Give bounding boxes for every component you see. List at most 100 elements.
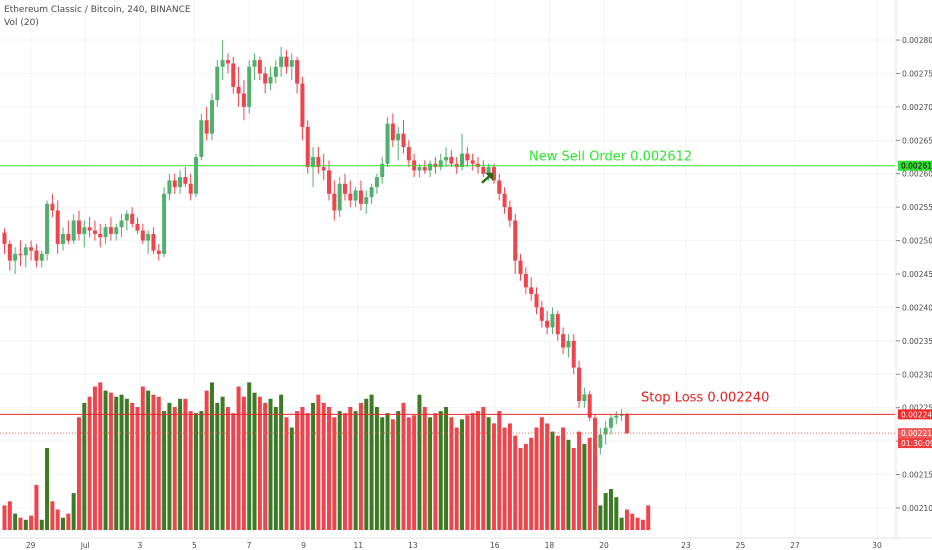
price-tag-label: 0.002240 — [901, 410, 932, 419]
countdown-tag — [898, 438, 932, 449]
candle-body — [119, 220, 124, 228]
volume-bar — [61, 517, 66, 530]
volume-bar — [534, 427, 539, 530]
volume-bar — [428, 417, 433, 530]
volume-bar — [529, 437, 534, 530]
candle-body — [247, 66, 252, 107]
candle-body — [311, 157, 316, 168]
candle-body — [406, 147, 411, 161]
price-tag — [898, 160, 932, 171]
candle-body — [114, 227, 119, 234]
candle-body — [534, 294, 539, 308]
volume-bar — [236, 386, 241, 530]
x-tick-label: 25 — [736, 541, 746, 550]
volume-bar — [50, 501, 55, 530]
candle-body — [178, 177, 183, 188]
volume-bar — [231, 413, 236, 530]
candle-body — [507, 207, 512, 221]
volume-bar — [34, 484, 39, 530]
candle-body — [566, 340, 571, 348]
level-lines: New Sell Order 0.002612 Stop Loss 0.00224… — [0, 150, 895, 434]
candle-body — [66, 233, 71, 241]
candle-body — [39, 253, 44, 261]
volume-bar — [539, 417, 544, 530]
volume-bar — [401, 402, 406, 530]
volume-bar — [438, 411, 443, 530]
candle-body — [268, 76, 273, 84]
candle-body — [34, 250, 39, 261]
candle-body — [124, 213, 129, 221]
volume-bar — [194, 413, 199, 530]
candle-body — [523, 274, 528, 288]
volume-bar — [380, 417, 385, 530]
volume-bar — [523, 443, 528, 530]
volume-bar — [465, 415, 470, 530]
candle-body — [108, 227, 113, 234]
volume-bar — [29, 515, 34, 530]
candle-body — [337, 183, 342, 211]
volume-bar — [311, 402, 316, 530]
volume-bar — [39, 519, 44, 530]
candle-body — [225, 60, 230, 64]
candle-body — [263, 73, 268, 84]
volume-bar — [353, 411, 358, 530]
candle-body — [624, 414, 629, 434]
volume-bar — [98, 382, 103, 530]
candle-body — [295, 60, 300, 84]
candle-body — [98, 233, 103, 238]
candle-body — [342, 183, 347, 194]
volume-bar — [178, 398, 183, 530]
volume-bar — [140, 386, 145, 530]
candle-body — [209, 100, 214, 134]
volume-bar — [486, 417, 491, 530]
volume-bar — [475, 411, 480, 530]
volume-bar — [7, 501, 12, 530]
x-tick-label: 3 — [137, 541, 142, 550]
volume-bar — [337, 411, 342, 530]
candle-body — [353, 190, 358, 201]
volume-bar — [87, 396, 92, 530]
candle-body — [29, 247, 34, 251]
candle-body — [172, 180, 177, 188]
price-tag-label: 0.002212 — [901, 429, 932, 438]
legend-volume: Vol (20) — [4, 18, 39, 28]
volume-bar — [130, 402, 135, 530]
volume-bar — [257, 396, 262, 530]
candle-body — [561, 334, 566, 348]
candle-body — [358, 190, 363, 204]
candle-body — [50, 203, 55, 211]
volume-bar — [188, 411, 193, 530]
candle-body — [481, 167, 486, 174]
candle-body — [438, 160, 443, 168]
volume-bar — [263, 402, 268, 530]
candle-body — [257, 60, 262, 74]
volume-bar — [82, 402, 87, 530]
x-tick-label: 20 — [599, 541, 609, 550]
candle-body — [593, 417, 598, 448]
candle-body — [231, 63, 236, 87]
candle-body — [45, 203, 50, 254]
volume-bar — [444, 407, 449, 530]
volume-bar — [624, 509, 629, 530]
candle-body — [273, 66, 278, 77]
candle-body — [529, 287, 534, 295]
volume-bar — [603, 493, 608, 530]
volume-bar — [305, 413, 310, 530]
candle-body — [348, 193, 353, 201]
candle-body — [390, 123, 395, 141]
candle-body — [401, 133, 406, 147]
volume-bar — [76, 417, 81, 530]
candle-body — [140, 230, 145, 241]
volume-bar — [273, 407, 278, 530]
candle-body — [135, 223, 140, 231]
volume-bar — [460, 419, 465, 530]
candle-body — [71, 220, 76, 241]
candle-body — [241, 93, 246, 107]
x-tick-label: 7 — [247, 541, 252, 550]
